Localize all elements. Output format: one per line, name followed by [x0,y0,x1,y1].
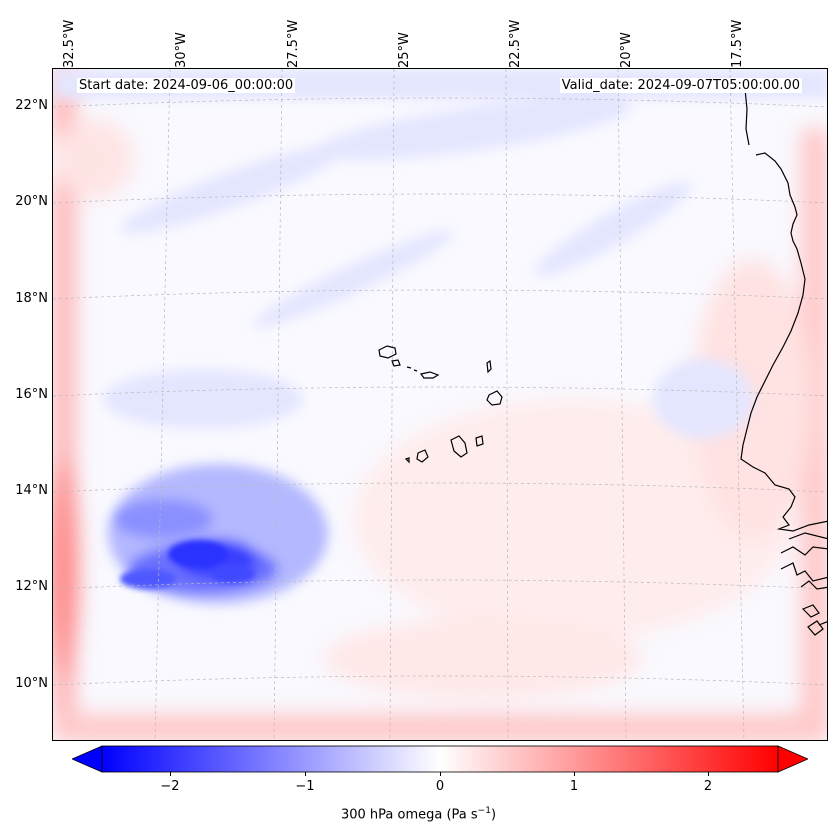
negative-omega-core [120,540,255,589]
positive-omega-areas [53,69,827,740]
coast-gambia [788,532,827,540]
lon-label-32-5w: 32.5°W [62,19,77,68]
lat-label-20n: 20°N [15,194,48,209]
cabo-verde-islands [378,345,503,464]
island-bijagos-2 [807,620,824,636]
parallel-14n [53,482,827,493]
colorbar-tick-label: −2 [160,779,180,794]
lon-label-25w: 25°W [397,32,412,68]
parallel-16n [53,386,827,397]
lon-label-17-5w: 17.5°W [730,19,745,68]
african-coastline [740,88,827,636]
coast-western-sahara-inlet [744,88,750,146]
colorbar-tick-label: 2 [703,779,713,794]
graticule [53,69,827,740]
colorbar-label-exponent: −1 [477,806,491,816]
colorbar-tick-label: 1 [569,779,579,794]
island-santo-antao [378,345,397,359]
lon-label-20w: 20°W [619,32,634,68]
parallel-12n [53,579,827,590]
nw-positive-spot [53,119,133,199]
colorbar-tickmark [574,772,575,776]
meridian-30w [154,69,171,740]
colorbar-max-extend [777,745,810,773]
island-sao-vicente [391,359,401,367]
lon-label-22-5w: 22.5°W [508,19,523,68]
map-panel [52,68,828,741]
island-islet [413,369,418,372]
lat-label-12n: 12°N [15,579,48,594]
parallel-10n [53,675,827,686]
west-boundary-peak [53,459,79,679]
colorbar-svg [70,745,810,773]
colorbar-min-extend [70,745,103,773]
colorbar-tickmark [170,772,171,776]
lat-label-14n: 14°N [15,483,48,498]
island-fogo [416,449,429,463]
coast-bissagos [800,580,827,590]
island-sal [486,359,492,374]
streak [103,369,303,429]
meridian-17-5w [729,69,745,740]
colorbar-tickmark [708,772,709,776]
map-canvas [53,69,827,740]
cluster-west-lobe [113,499,213,539]
cluster-core-west [120,569,176,589]
meridian-27-5w [273,69,283,740]
south-boundary-positive [53,714,827,740]
southern-positive-band [323,619,643,699]
colorbar-label-close: ) [490,807,497,823]
colorbar-label-text: 300 hPa omega (Pa s [340,807,478,823]
colorbar-tickmark [440,772,441,776]
cluster-core [168,540,228,568]
colorbar-gradient [101,745,779,773]
coast-guinea [818,621,827,626]
lat-label-16n: 16°N [15,387,48,402]
meridian-22-5w [505,69,509,740]
streak [314,97,632,161]
lat-label-22n: 22°N [15,98,48,113]
colorbar-tickmark [305,772,306,776]
island-boa-vista [486,390,503,406]
coast-mauritania-senegal [740,152,827,532]
colorbar-label: 300 hPa omega (Pa s−1) [0,806,837,822]
cluster-core-east [211,565,255,583]
start-date-label: Start date: 2024-09-06_00:00:00 [77,78,296,93]
island-brava [404,457,410,464]
streak [120,144,346,234]
negative-omega-cluster [108,464,328,604]
central-positive-area [353,399,793,639]
lat-label-10n: 10°N [15,676,48,691]
island-sao-nicolau [419,371,440,379]
colorbar [70,745,810,773]
parallel-22n [53,97,827,108]
island-santa-luzia [406,366,412,369]
parallel-18n [53,289,827,300]
coast-casamance [780,546,827,556]
streak [253,230,453,328]
colorbar-tick-label: 0 [435,779,445,794]
island-bijagos-1 [801,604,820,618]
valid-date-label: Valid_date: 2024-09-07T05:00:00.00 [559,78,802,93]
lon-label-27-5w: 27.5°W [286,19,301,68]
streak [534,181,692,277]
meridian-25w [389,69,395,740]
lat-label-18n: 18°N [15,291,48,306]
parallel-20n [53,193,827,204]
coast-guinea-bissau [780,562,827,582]
streak [653,359,753,439]
island-maio [475,435,484,447]
island-santiago [450,435,468,458]
colorbar-tick-label: −1 [295,779,315,794]
lon-label-30w: 30°W [174,32,189,68]
meridian-20w [617,69,627,740]
